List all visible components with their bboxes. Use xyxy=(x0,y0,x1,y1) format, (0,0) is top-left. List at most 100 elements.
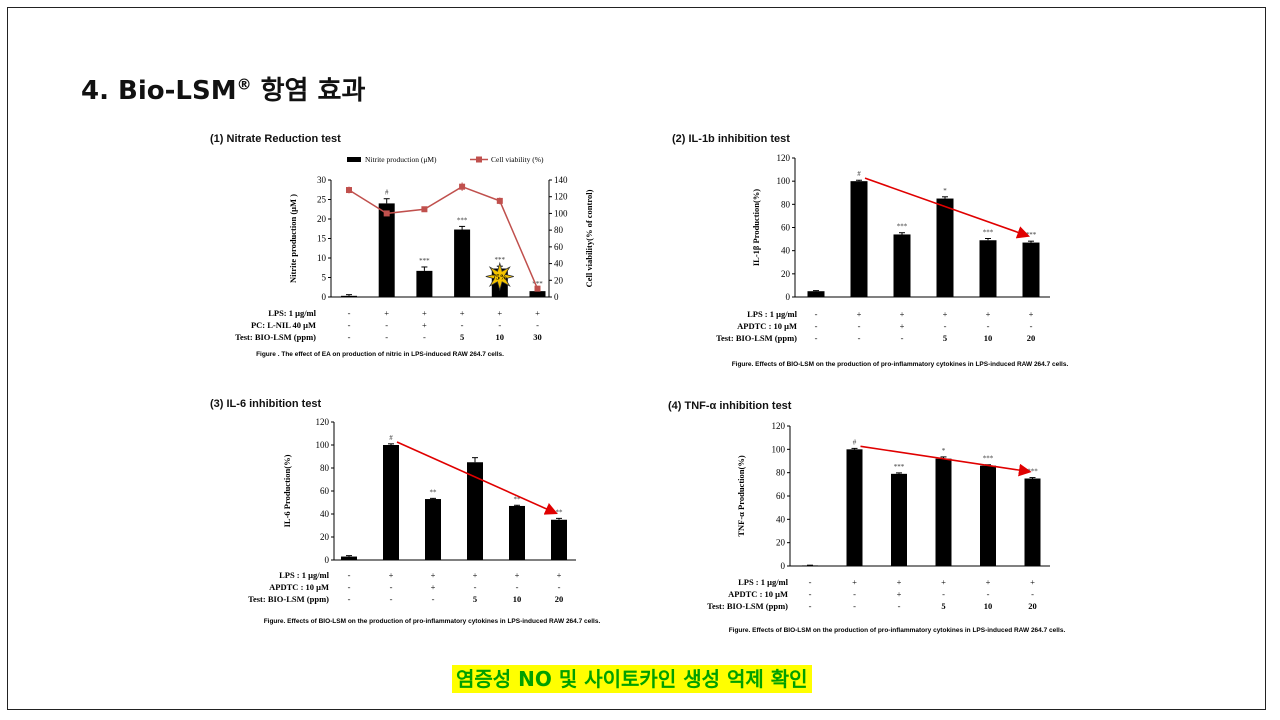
c1-y-tick-label: 5 xyxy=(322,273,327,283)
c1-treatment-value: - xyxy=(461,320,464,330)
c4-treatment-value: 5 xyxy=(941,601,945,611)
c4-y-tick-label: 100 xyxy=(772,444,786,454)
c1-treatment-value: 10 xyxy=(496,332,505,342)
c1-treatment-label: Test: BIO-LSM (ppm) xyxy=(235,332,316,342)
c2-treatment-value: - xyxy=(815,309,818,319)
c4-treatment-value: + xyxy=(1030,577,1035,587)
c1-legend-line-marker xyxy=(476,156,482,163)
c3-treatment-value: - xyxy=(348,570,351,580)
c1-y2-axis-title: Cell viability(% of control) xyxy=(584,189,594,287)
c1-annotation-label: 75% xyxy=(492,273,507,282)
c1-treatment-value: 30 xyxy=(533,332,542,342)
c3-treatment-value: + xyxy=(473,570,478,580)
c4-treatment-value: + xyxy=(897,577,902,587)
c1-viability-point xyxy=(496,197,503,204)
c3-y-tick-label: 40 xyxy=(320,509,330,519)
c4-y-tick-label: 20 xyxy=(776,538,786,548)
conclusion-banner: 염증성 NO 및 사이토카인 생성 억제 확인 xyxy=(452,665,812,693)
c1-bar xyxy=(341,295,357,297)
c3-treatment-value: 20 xyxy=(555,594,564,604)
c1-viability-point xyxy=(459,183,466,190)
c3-y-tick-label: 20 xyxy=(320,532,330,542)
c4-treatment-value: + xyxy=(941,577,946,587)
c1-significance-label: *** xyxy=(532,280,543,288)
c1-significance-label: *** xyxy=(419,257,430,265)
c2-bar xyxy=(850,181,868,297)
c3-treatment-label: APDTC : 10 μM xyxy=(269,582,329,592)
c3-significance-label: # xyxy=(389,434,393,442)
c2-y-tick-label: 80 xyxy=(781,199,791,209)
c1-y2-tick-label: 0 xyxy=(554,292,559,302)
c4-significance-label: *** xyxy=(1027,468,1038,476)
panel-title-tnfa: (4) TNF-α inhibition test xyxy=(668,400,792,412)
panel-title-nitrate: (1) Nitrate Reduction test xyxy=(210,133,341,145)
c1-treatment-value: - xyxy=(348,320,351,330)
c1-y-tick-label: 15 xyxy=(317,234,327,244)
c1-treatment-label: LPS: 1 μg/ml xyxy=(268,308,316,318)
c2-significance-label: # xyxy=(857,170,861,178)
c4-treatment-value: 10 xyxy=(984,601,993,611)
c4-treatment-value: + xyxy=(897,589,902,599)
c1-significance-label: # xyxy=(385,189,389,197)
c1-y-tick-label: 30 xyxy=(317,175,327,185)
c1-y2-tick-label: 100 xyxy=(554,208,568,218)
c2-treatment-value: + xyxy=(986,309,991,319)
c2-treatment-value: - xyxy=(858,333,861,343)
c4-trend-arrow xyxy=(860,445,1032,477)
c4-treatment-value: + xyxy=(986,577,991,587)
c2-bar xyxy=(979,240,997,297)
c2-y-tick-label: 100 xyxy=(777,176,791,186)
c3-y-tick-label: 80 xyxy=(320,463,330,473)
c3-trend-arrow xyxy=(396,441,558,515)
c1-y-tick-label: 20 xyxy=(317,214,327,224)
c4-treatment-value: - xyxy=(987,589,990,599)
c4-bar xyxy=(846,449,863,566)
c4-y-tick-label: 80 xyxy=(776,468,786,478)
registered-mark: ® xyxy=(236,75,252,94)
c1-treatment-value: - xyxy=(385,320,388,330)
c1-y2-tick-label: 140 xyxy=(554,175,568,185)
c2-treatment-value: + xyxy=(943,309,948,319)
c3-treatment-value: + xyxy=(389,570,394,580)
c4-treatment-value: 20 xyxy=(1028,601,1037,611)
c2-trend-arrow xyxy=(864,177,1031,239)
c2-y-tick-label: 0 xyxy=(786,292,791,302)
c4-treatment-label: LPS : 1 μg/ml xyxy=(738,577,789,587)
c3-treatment-label: LPS : 1 μg/ml xyxy=(279,570,330,580)
c3-treatment-value: + xyxy=(431,570,436,580)
c3-bar xyxy=(467,462,483,560)
c4-y-tick-label: 0 xyxy=(781,561,786,571)
c3-treatment-value: - xyxy=(474,582,477,592)
c4-treatment-value: - xyxy=(898,601,901,611)
c1-bar xyxy=(416,270,433,297)
c2-treatment-value: - xyxy=(815,321,818,331)
c4-treatment-value: + xyxy=(852,577,857,587)
c2-bar xyxy=(893,234,911,297)
c1-y-tick-label: 25 xyxy=(317,195,327,205)
c2-treatment-value: - xyxy=(901,333,904,343)
c2-y-tick-label: 40 xyxy=(781,246,791,256)
c1-figure-caption: Figure . The effect of EA on production … xyxy=(256,351,504,358)
c3-bar xyxy=(425,499,441,560)
c2-treatment-value: + xyxy=(857,309,862,319)
c1-treatment-value: + xyxy=(384,308,389,318)
c2-treatment-label: LPS : 1 μg/ml xyxy=(747,309,798,319)
c3-treatment-value: 5 xyxy=(473,594,477,604)
c3-treatment-value: - xyxy=(348,594,351,604)
c3-significance-label: ** xyxy=(430,488,438,496)
c4-significance-label: *** xyxy=(983,455,994,463)
c3-y-tick-label: 120 xyxy=(316,417,330,427)
c2-treatment-value: - xyxy=(944,321,947,331)
c4-y-tick-label: 120 xyxy=(772,421,786,431)
c3-bar xyxy=(551,519,567,560)
panel-title-il1b: (2) IL-1b inhibition test xyxy=(672,133,790,145)
c4-treatment-value: - xyxy=(809,601,812,611)
c4-bar xyxy=(802,565,818,566)
c3-significance-label: ** xyxy=(556,508,564,516)
c2-bar xyxy=(936,198,954,297)
c3-treatment-value: - xyxy=(390,594,393,604)
c2-y-tick-label: 60 xyxy=(781,223,791,233)
c4-treatment-label: Test: BIO-LSM (ppm) xyxy=(707,601,788,611)
c1-treatment-value: - xyxy=(348,332,351,342)
